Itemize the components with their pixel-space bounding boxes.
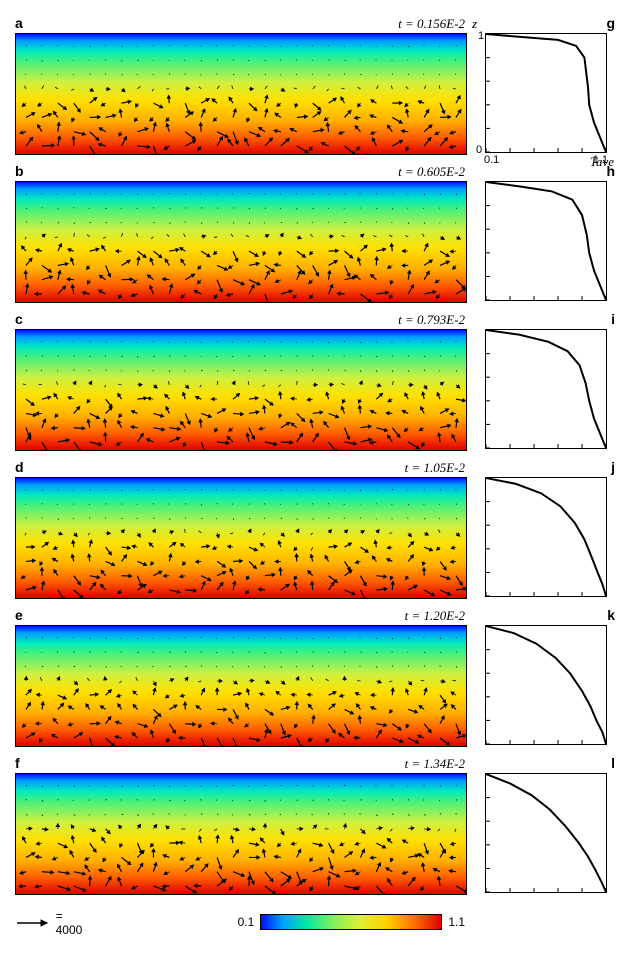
- heatmap-panel: [15, 181, 467, 303]
- figure-row: a t = 0.156E-2 g z100.11.1Tave: [15, 15, 623, 155]
- profile-panel-label: g: [606, 15, 615, 31]
- heatmap-panel: [15, 477, 467, 599]
- panel-label: d: [15, 459, 24, 475]
- panel-label: e: [15, 607, 23, 623]
- profile-plot: [485, 625, 607, 745]
- heatmap-column: d t = 1.05E-2: [15, 459, 465, 599]
- colorbar-gradient: [260, 914, 442, 930]
- vector-field: [16, 478, 466, 598]
- panel-label: b: [15, 163, 24, 179]
- heatmap-column: f t = 1.34E-2: [15, 755, 465, 895]
- profile-panel-label: k: [607, 607, 615, 623]
- z-axis-label: z: [472, 16, 477, 32]
- colorbar-min: 0.1: [238, 915, 255, 929]
- profile-panel-label: j: [611, 459, 615, 475]
- figure-row: d t = 1.05E-2 j: [15, 459, 623, 599]
- figure-row: e t = 1.20E-2 k: [15, 607, 623, 747]
- heatmap-panel: [15, 329, 467, 451]
- vector-field: [16, 774, 466, 894]
- profile-plot: [485, 181, 607, 301]
- heatmap-panel: [15, 773, 467, 895]
- panel-label: c: [15, 311, 23, 327]
- legend-column: = 4000 0.1 1.1: [15, 903, 465, 937]
- time-label: t = 1.05E-2: [405, 460, 465, 476]
- x-tick-min: 0.1: [484, 154, 499, 166]
- y-tick-max: 1: [478, 30, 484, 42]
- profile-panel-label: i: [611, 311, 615, 327]
- vector-field: [16, 330, 466, 450]
- heatmap-column: c t = 0.793E-2: [15, 311, 465, 451]
- vector-field: [16, 182, 466, 302]
- time-label: t = 1.20E-2: [405, 608, 465, 624]
- profile-column: g z100.11.1Tave: [485, 15, 615, 153]
- arrow-legend: = 4000: [15, 909, 88, 937]
- time-label: t = 0.156E-2: [398, 16, 465, 32]
- profile-plot: [485, 773, 607, 893]
- vector-field: [16, 626, 466, 746]
- figure-grid: at = 0.156E-2gz100.11.1Tavebt = 0.605E-2…: [15, 15, 623, 937]
- profile-column: l: [485, 755, 615, 893]
- time-label: t = 0.605E-2: [398, 164, 465, 180]
- heatmap-panel: [15, 33, 467, 155]
- arrow-legend-text: = 4000: [56, 909, 88, 937]
- profile-plot: [485, 477, 607, 597]
- legend-row: = 4000 0.1 1.1: [15, 903, 623, 937]
- x-axis-label: Tave: [590, 154, 614, 170]
- profile-column: i: [485, 311, 615, 449]
- figure-row: f t = 1.34E-2 l: [15, 755, 623, 895]
- profile-column: j: [485, 459, 615, 597]
- profile-plot: [485, 329, 607, 449]
- profile-column: k: [485, 607, 615, 745]
- heatmap-column: b t = 0.605E-2: [15, 163, 465, 303]
- time-label: t = 0.793E-2: [398, 312, 465, 328]
- profile-panel-label: l: [611, 755, 615, 771]
- figure-row: c t = 0.793E-2 i: [15, 311, 623, 451]
- time-label: t = 1.34E-2: [405, 756, 465, 772]
- colorbar: 0.1 1.1: [88, 914, 465, 930]
- heatmap-column: a t = 0.156E-2: [15, 15, 465, 155]
- vector-field: [16, 34, 466, 154]
- heatmap-panel: [15, 625, 467, 747]
- panel-label: f: [15, 755, 20, 771]
- y-tick-min: 0: [476, 144, 482, 156]
- profile-plot: z100.11.1Tave: [485, 33, 607, 153]
- heatmap-column: e t = 1.20E-2: [15, 607, 465, 747]
- profile-column: h: [485, 163, 615, 301]
- figure-row: b t = 0.605E-2 h: [15, 163, 623, 303]
- colorbar-max: 1.1: [448, 915, 465, 929]
- panel-label: a: [15, 15, 23, 31]
